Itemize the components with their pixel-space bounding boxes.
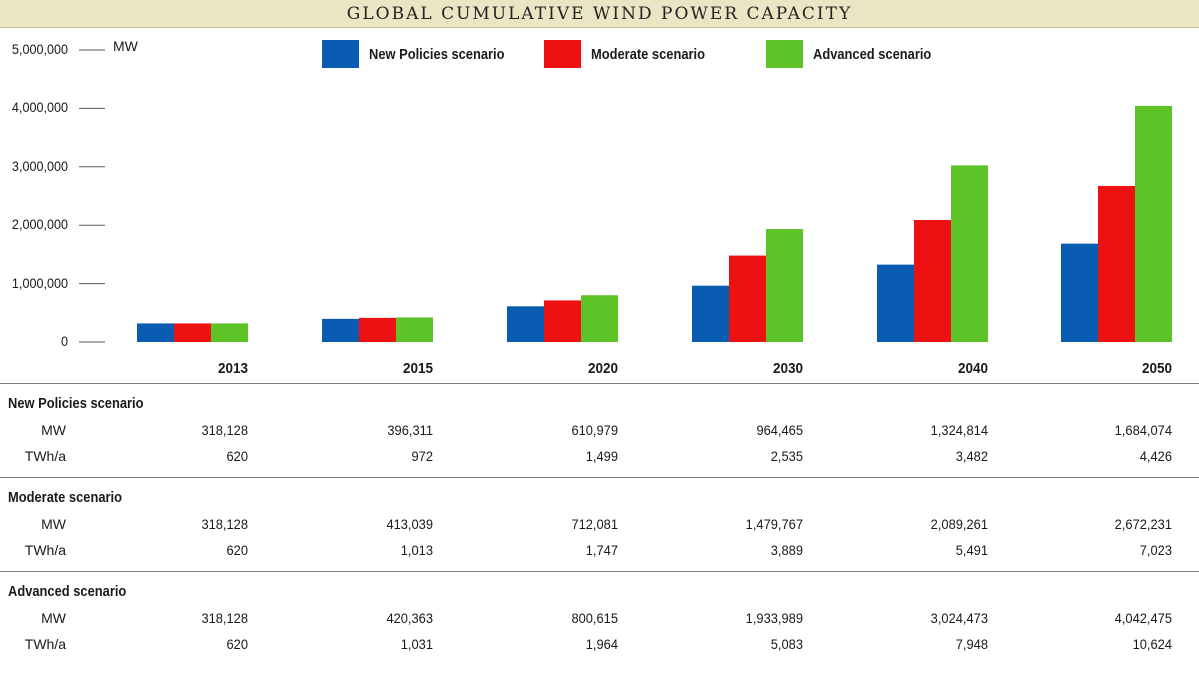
table-cell: 396,311: [387, 422, 433, 438]
bar-new-policies-scenario-2015: [322, 318, 359, 342]
table-cell: 712,081: [571, 516, 618, 532]
legend-label: Moderate scenario: [591, 45, 705, 63]
table-cell: 2,089,261: [930, 516, 988, 532]
legend-item: Advanced scenario: [766, 40, 951, 68]
table-cell: 3,482: [955, 448, 988, 464]
legend-swatch: [322, 40, 359, 68]
table-cell: 2,672,231: [1114, 516, 1172, 532]
table-row-label: TWh/a: [24, 448, 66, 464]
x-tick-label: 2020: [587, 360, 618, 377]
bar-moderate-scenario-2015: [359, 317, 396, 342]
legend-item: Moderate scenario: [544, 40, 724, 68]
table-cell: 7,023: [1139, 542, 1172, 558]
table-cell: 1,013: [400, 542, 433, 558]
bar-advanced-scenario-2050: [1135, 105, 1172, 342]
bar-new-policies-scenario-2040: [877, 264, 914, 342]
y-tick-label: 3,000,000: [11, 157, 68, 174]
table-separator: [0, 477, 1199, 478]
table-cell: 4,042,475: [1114, 610, 1172, 626]
table-cell: 413,039: [386, 516, 433, 532]
table-row-label: MW: [41, 516, 66, 532]
x-tick-label: 2040: [957, 360, 988, 377]
y-tick-label: 5,000,000: [11, 41, 68, 57]
table-section-title: Advanced scenario: [8, 583, 127, 600]
table-cell: 620: [226, 542, 248, 558]
table-cell: 420,363: [386, 610, 433, 626]
table-cell: 3,024,473: [930, 610, 988, 626]
table-cell: 7,948: [955, 636, 988, 652]
bar-advanced-scenario-2020: [581, 295, 618, 342]
bar-moderate-scenario-2030: [729, 255, 766, 342]
table-cell: 1,933,989: [745, 610, 803, 626]
legend-swatch: [544, 40, 581, 68]
bar-advanced-scenario-2030: [766, 229, 803, 342]
table-cell: 1,031: [400, 636, 433, 652]
table-cell: 620: [226, 636, 248, 652]
table-cell: 1,499: [585, 448, 618, 464]
table-cell: 1,479,767: [745, 516, 803, 532]
bar-new-policies-scenario-2020: [507, 306, 544, 342]
y-axis-unit-label: MW: [113, 38, 138, 54]
table-cell: 318,128: [201, 422, 248, 438]
y-tick-label: 4,000,000: [11, 99, 68, 116]
x-tick-label: 2050: [1141, 360, 1172, 377]
bar-moderate-scenario-2020: [544, 300, 581, 342]
table-row-label: MW: [41, 422, 66, 438]
table-cell: 5,083: [770, 636, 803, 652]
table-cell: 318,128: [201, 516, 248, 532]
y-tick-label: 1,000,000: [11, 274, 68, 291]
legend-label: Advanced scenario: [813, 45, 932, 63]
table-row-label: TWh/a: [24, 542, 66, 558]
table-cell: 4,426: [1139, 448, 1172, 464]
table-cell: 620: [226, 448, 248, 464]
bar-moderate-scenario-2040: [914, 219, 951, 342]
title-band: GLOBAL CUMULATIVE WIND POWER CAPACITY: [0, 0, 1199, 28]
y-tick-label: 0: [60, 333, 68, 349]
x-tick-label: 2013: [217, 360, 248, 377]
bar-advanced-scenario-2040: [951, 165, 988, 342]
bar-new-policies-scenario-2030: [692, 285, 729, 342]
table-cell: 2,535: [770, 448, 803, 464]
bar-new-policies-scenario-2013: [137, 323, 174, 342]
table-cell: 10,624: [1132, 636, 1172, 652]
bar-advanced-scenario-2015: [396, 317, 433, 342]
table-cell: 3,889: [770, 542, 803, 558]
table-row-label: MW: [41, 610, 66, 626]
table-cell: 800,615: [571, 610, 618, 626]
table-cell: 1,747: [585, 542, 618, 558]
bar-moderate-scenario-2050: [1098, 185, 1135, 342]
table-cell: 318,128: [201, 610, 248, 626]
bar-advanced-scenario-2013: [211, 323, 248, 342]
bar-moderate-scenario-2013: [174, 323, 211, 342]
table-cell: 5,491: [955, 542, 988, 558]
table-cell: 1,964: [585, 636, 618, 652]
table-cell: 1,684,074: [1114, 422, 1172, 438]
table-section-title: New Policies scenario: [8, 395, 144, 412]
table-separator: [0, 571, 1199, 572]
x-tick-label: 2030: [772, 360, 803, 377]
chart-title: GLOBAL CUMULATIVE WIND POWER CAPACITY: [346, 3, 853, 24]
table-separator: [0, 383, 1199, 384]
table-row-label: TWh/a: [24, 636, 66, 652]
table-cell: 1,324,814: [930, 422, 988, 438]
table-section-title: Moderate scenario: [8, 489, 122, 506]
table-cell: 964,465: [756, 422, 803, 438]
legend-label: New Policies scenario: [369, 45, 505, 63]
legend-item: New Policies scenario: [322, 40, 527, 68]
table-cell: 972: [411, 448, 433, 464]
bar-chart: [79, 49, 1172, 343]
x-tick-label: 2015: [402, 360, 433, 377]
y-tick-label: 2,000,000: [11, 216, 68, 233]
table-cell: 610,979: [571, 422, 618, 438]
legend-swatch: [766, 40, 803, 68]
bar-new-policies-scenario-2050: [1061, 243, 1098, 342]
